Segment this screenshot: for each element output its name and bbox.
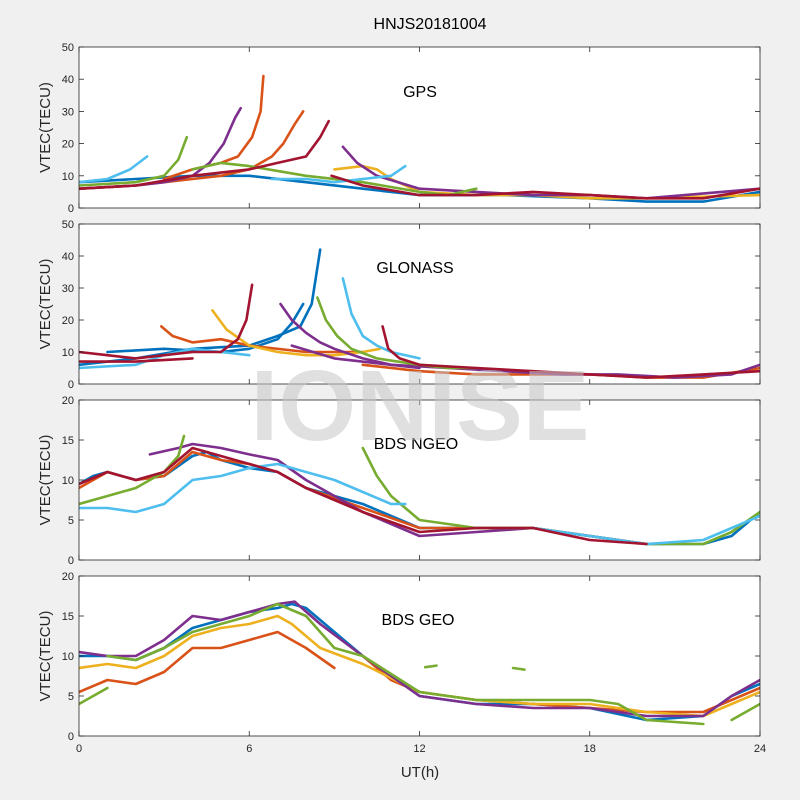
series-line [333, 164, 760, 200]
panel-1: 0 10 20 30 40 50 VTEC(TECU) GLONASS [37, 219, 761, 391]
series-group [79, 248, 760, 379]
y-axis-label: VTEC(TECU) [37, 82, 54, 173]
y-tick-label: 40 [62, 251, 74, 263]
y-tick-label: 5 [68, 691, 74, 703]
series-line [106, 602, 705, 726]
y-tick-label: 50 [62, 219, 74, 231]
watermark: IONISE [251, 350, 590, 462]
y-tick-label: 50 [62, 42, 74, 54]
x-tick-label: 24 [754, 743, 766, 755]
series-line [79, 434, 186, 506]
y-tick-label: 30 [62, 106, 74, 118]
y-tick-label: 30 [62, 283, 74, 295]
series-line [79, 347, 251, 370]
y-tick-label: 20 [62, 139, 74, 151]
series-line [381, 325, 760, 379]
series-line [730, 702, 760, 722]
y-tick-label: 40 [62, 74, 74, 86]
plot-area [79, 576, 760, 736]
y-tick-label: 10 [62, 651, 74, 663]
series-group [79, 600, 760, 726]
series-line [79, 135, 189, 187]
y-axis-label: VTEC(TECU) [37, 435, 54, 526]
y-tick-label: 15 [62, 435, 74, 447]
figure-title: HNJS20181004 [374, 16, 487, 33]
y-tick-label: 0 [68, 203, 74, 215]
y-axis-label: VTEC(TECU) [37, 259, 54, 350]
y-tick-label: 0 [68, 731, 74, 743]
series-line [79, 630, 336, 694]
series-line [79, 119, 330, 190]
y-tick-label: 10 [62, 171, 74, 183]
x-tick-label: 12 [413, 743, 425, 755]
series-line [160, 325, 365, 354]
panel-3: 0 5 10 15 20 0 6 12 18 24 VTEC(TECU) BDS GEO [37, 571, 766, 755]
x-axis-label: UT(h) [401, 764, 439, 781]
series-line [79, 446, 648, 546]
series-line [316, 296, 478, 370]
series-line [330, 174, 760, 200]
series-line [79, 614, 760, 718]
series-line [106, 302, 305, 354]
series-line [79, 462, 407, 514]
series-group [79, 74, 760, 203]
y-tick-label: 10 [62, 475, 74, 487]
y-tick-label: 0 [68, 379, 74, 391]
x-tick-label: 18 [584, 743, 596, 755]
series-line [423, 664, 438, 669]
y-tick-label: 10 [62, 347, 74, 359]
y-tick-label: 15 [62, 611, 74, 623]
plot-area [79, 47, 760, 208]
y-axis-label: VTEC(TECU) [37, 611, 54, 702]
series-line [79, 283, 254, 360]
y-tick-label: 20 [62, 571, 74, 583]
series-line [341, 277, 421, 360]
panel-label: GPS [403, 84, 437, 101]
y-tick-label: 20 [62, 315, 74, 327]
series-line [79, 600, 760, 718]
series-line [79, 686, 109, 706]
x-tick-label: 0 [76, 743, 82, 755]
series-line [290, 344, 760, 379]
series-group [79, 434, 760, 546]
panel-label: BDS GEO [382, 612, 455, 629]
y-tick-label: 5 [68, 515, 74, 527]
x-tick-label: 6 [246, 743, 252, 755]
series-line [79, 357, 194, 363]
series-line [511, 666, 526, 671]
y-tick-label: 20 [62, 395, 74, 407]
panel-label: GLONASS [376, 260, 453, 277]
panel-2: 0 5 10 15 20 VTEC(TECU) BDS NGEO [37, 395, 761, 567]
panel-label: BDS NGEO [374, 436, 458, 453]
series-line [79, 155, 149, 184]
panel-0: 0 10 20 30 40 50 VTEC(TECU) GPS [37, 42, 761, 215]
y-tick-label: 0 [68, 555, 74, 567]
